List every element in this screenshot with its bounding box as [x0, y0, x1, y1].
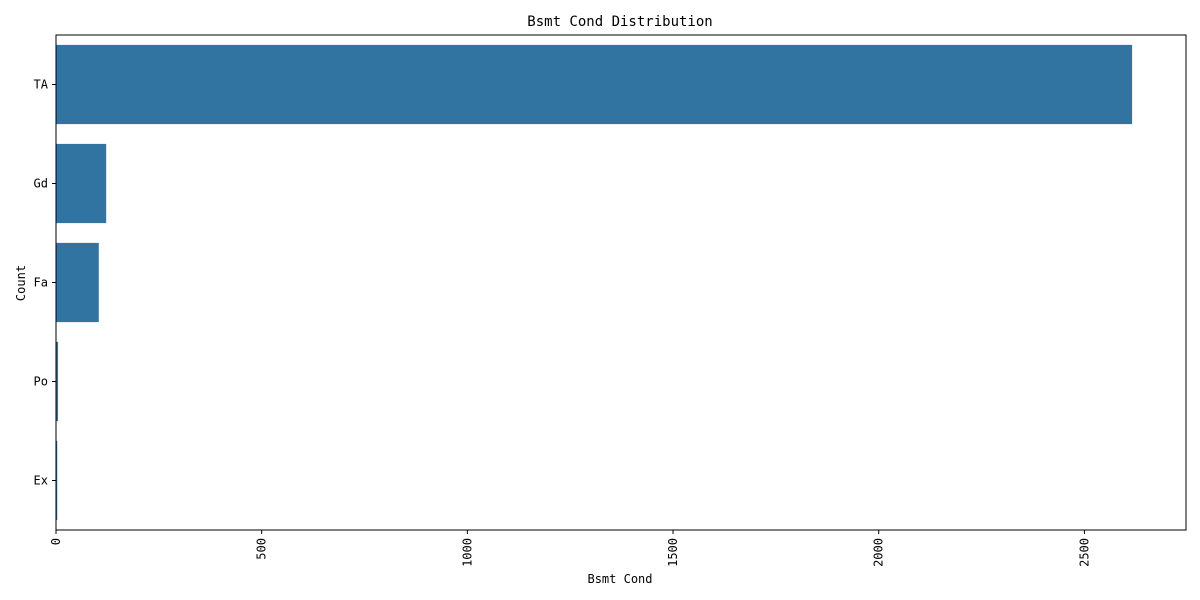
y-tick-label: Po	[34, 375, 48, 389]
x-tick-label: 1000	[460, 538, 474, 567]
bar-po	[56, 341, 59, 422]
y-ticks: TA Gd Fa Po Ex	[34, 78, 56, 488]
bar-fa	[56, 242, 99, 323]
y-tick-label: TA	[34, 78, 49, 92]
chart-title: Bsmt Cond Distribution	[527, 14, 712, 30]
x-tick-label: 1500	[666, 538, 680, 567]
y-axis-label: Count	[14, 265, 28, 301]
y-tick-label: Gd	[34, 177, 48, 191]
x-tick-label: 2000	[872, 538, 886, 567]
x-tick-label: 500	[255, 538, 269, 560]
bars	[56, 44, 1133, 521]
bar-ta	[56, 44, 1133, 125]
bar-ex	[56, 440, 58, 521]
bar-gd	[56, 143, 107, 224]
x-tick-label: 2500	[1077, 538, 1091, 567]
y-tick-label: Ex	[34, 474, 48, 488]
x-axis-label: Bsmt Cond	[587, 572, 652, 586]
y-tick-label: Fa	[34, 276, 48, 290]
x-tick-label: 0	[49, 538, 63, 545]
x-ticks: 0 500 1000 1500 2000 2500	[49, 530, 1091, 567]
